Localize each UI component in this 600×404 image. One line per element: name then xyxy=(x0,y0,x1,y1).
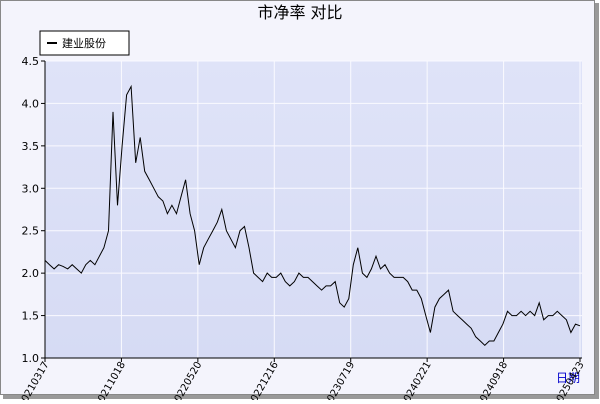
y-tick-label: 2.5 xyxy=(22,225,40,238)
series-line xyxy=(44,84,581,346)
y-tick-label: 1.5 xyxy=(22,310,40,323)
plot-area xyxy=(45,61,582,358)
y-tick-label: 4.5 xyxy=(22,55,40,68)
y-tick-label: 1.0 xyxy=(22,352,40,365)
y-tick-label: 3.0 xyxy=(22,182,40,195)
y-tick-label: 2.0 xyxy=(22,267,40,280)
legend: 建业股份 xyxy=(39,30,130,56)
y-tick-label: 4.0 xyxy=(22,97,40,110)
y-tick-label: 3.5 xyxy=(22,140,40,153)
chart-title: 市净率 对比 xyxy=(257,3,342,22)
legend-label: 建业股份 xyxy=(62,36,106,50)
x-axis-label: 日期 xyxy=(556,371,580,385)
